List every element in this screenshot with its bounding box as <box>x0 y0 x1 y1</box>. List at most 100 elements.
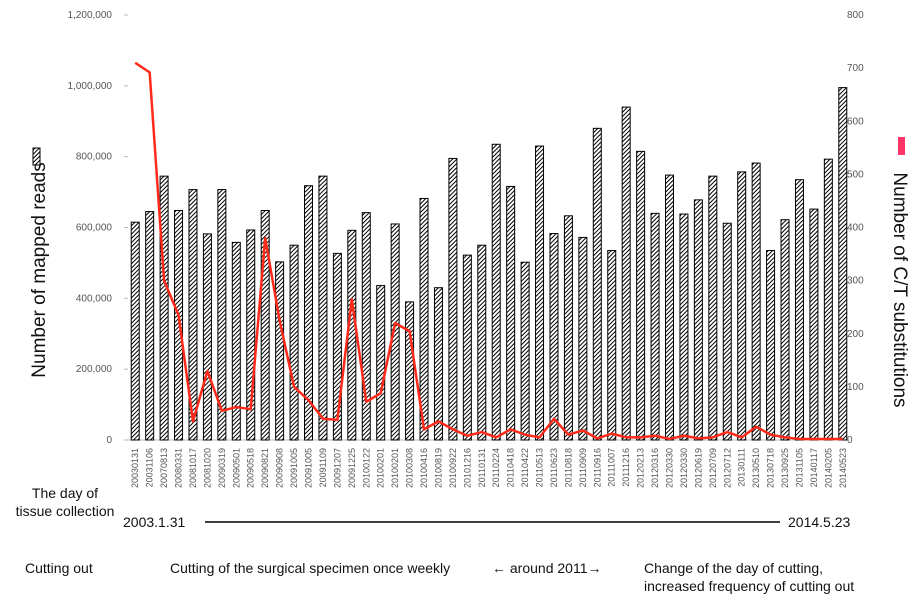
bar <box>650 212 660 441</box>
x-tick-label: 20090908 <box>275 448 285 488</box>
x-tick-label: 20111007 <box>607 448 617 487</box>
y2-tick-label: 400 <box>847 223 864 234</box>
bar <box>838 87 848 441</box>
bar <box>289 244 299 441</box>
bar <box>520 261 530 441</box>
bar <box>578 236 588 441</box>
bar <box>202 233 212 441</box>
bar <box>621 106 631 441</box>
bar <box>390 223 400 441</box>
y2-tick-label: 200 <box>847 329 864 340</box>
x-tick-label: 20100201 <box>376 448 386 488</box>
x-tick-label: 20110909 <box>578 448 588 487</box>
x-tick-label: 20140523 <box>838 448 848 488</box>
annotation: ← around 2011→ <box>492 560 601 576</box>
bar <box>823 158 833 441</box>
x-tick-label: 20101216 <box>462 448 472 488</box>
bar <box>159 175 169 441</box>
x-tick-label: 20111216 <box>621 448 631 487</box>
bar <box>332 252 342 441</box>
x-tick-label: 20091225 <box>347 448 357 488</box>
x-tick-label: 20100122 <box>361 448 371 488</box>
y-tick-label: 1,000,000 <box>68 81 113 92</box>
x-tick-label: 20030131 <box>130 448 140 488</box>
bar <box>751 162 761 441</box>
bar <box>376 285 386 441</box>
bar <box>693 199 703 441</box>
bar <box>549 233 559 441</box>
annotation: increased frequency of cutting out <box>644 578 854 594</box>
bar <box>477 244 487 441</box>
annotation: Cutting out <box>25 560 93 576</box>
annotation: 2003.1.31 <box>123 514 185 530</box>
bar <box>535 145 545 441</box>
x-tick-label: 20100308 <box>405 448 415 488</box>
line-legend-icon <box>898 137 905 155</box>
annotation: The day of <box>32 485 98 501</box>
x-tick-label: 20090501 <box>231 448 241 488</box>
bar <box>491 143 501 441</box>
y-tick-label: 600,000 <box>76 223 113 234</box>
x-tick-label: 20130510 <box>751 448 761 488</box>
bar <box>506 185 516 441</box>
bar <box>260 210 270 441</box>
x-tick-label: 20120709 <box>708 448 718 488</box>
bar-legend-icon <box>32 147 41 166</box>
bar <box>347 229 357 441</box>
bar <box>419 197 429 441</box>
y2-axis-title: Number of C/T substitutions <box>889 172 909 407</box>
y-tick-label: 800,000 <box>76 152 113 163</box>
bar <box>174 210 184 441</box>
x-tick-label: 20110623 <box>549 448 559 487</box>
x-tick-label: 20091005 <box>289 448 299 488</box>
x-tick-label: 20110422 <box>520 448 530 487</box>
bar <box>145 211 155 441</box>
x-tick-label: 20081017 <box>188 448 198 488</box>
y-tick-label: 1,200,000 <box>68 10 113 21</box>
y-tick-label: 200,000 <box>76 364 113 375</box>
annotation: tissue collection <box>16 503 115 519</box>
x-tick-label: 20091109 <box>318 448 328 487</box>
x-tick-label: 20070813 <box>159 448 169 488</box>
bar <box>405 301 415 441</box>
x-tick-label: 20110224 <box>491 448 501 487</box>
bar <box>130 221 140 441</box>
x-tick-label: 20110513 <box>535 448 545 487</box>
y2-tick-label: 700 <box>847 63 864 74</box>
bar <box>318 175 328 441</box>
bar <box>246 229 256 441</box>
x-tick-label: 20100922 <box>448 448 458 488</box>
bar <box>275 261 285 441</box>
x-tick-label: 20140205 <box>823 448 833 488</box>
bar <box>607 250 617 441</box>
bar <box>448 157 458 441</box>
bar <box>679 213 689 441</box>
x-tick-label: 20120712 <box>722 448 732 488</box>
x-tick-label: 20110418 <box>506 448 516 487</box>
y2-tick-label: 300 <box>847 276 864 287</box>
y2-tick-label: 100 <box>847 382 864 393</box>
bar <box>794 179 804 441</box>
bar <box>636 150 646 441</box>
x-tick-label: 20130718 <box>766 448 776 488</box>
bar <box>766 250 776 441</box>
x-tick-label: 20081020 <box>202 448 212 488</box>
y-tick-label: 400,000 <box>76 293 113 304</box>
annotation: 2014.5.23 <box>788 514 850 530</box>
bar <box>809 208 819 441</box>
x-tick-label: 20091207 <box>332 448 342 488</box>
bar <box>563 215 573 441</box>
bar <box>433 287 443 441</box>
x-tick-label: 20100819 <box>433 448 443 488</box>
bar <box>217 189 227 441</box>
x-tick-label: 20131105 <box>794 448 804 487</box>
line <box>134 61 843 441</box>
x-tick-label: 20120316 <box>650 448 660 488</box>
annotation: Change of the day of cutting, <box>644 560 823 576</box>
x-tick-label: 20120619 <box>693 448 703 488</box>
bar <box>592 127 602 441</box>
bar <box>231 241 241 441</box>
bar <box>188 189 198 441</box>
